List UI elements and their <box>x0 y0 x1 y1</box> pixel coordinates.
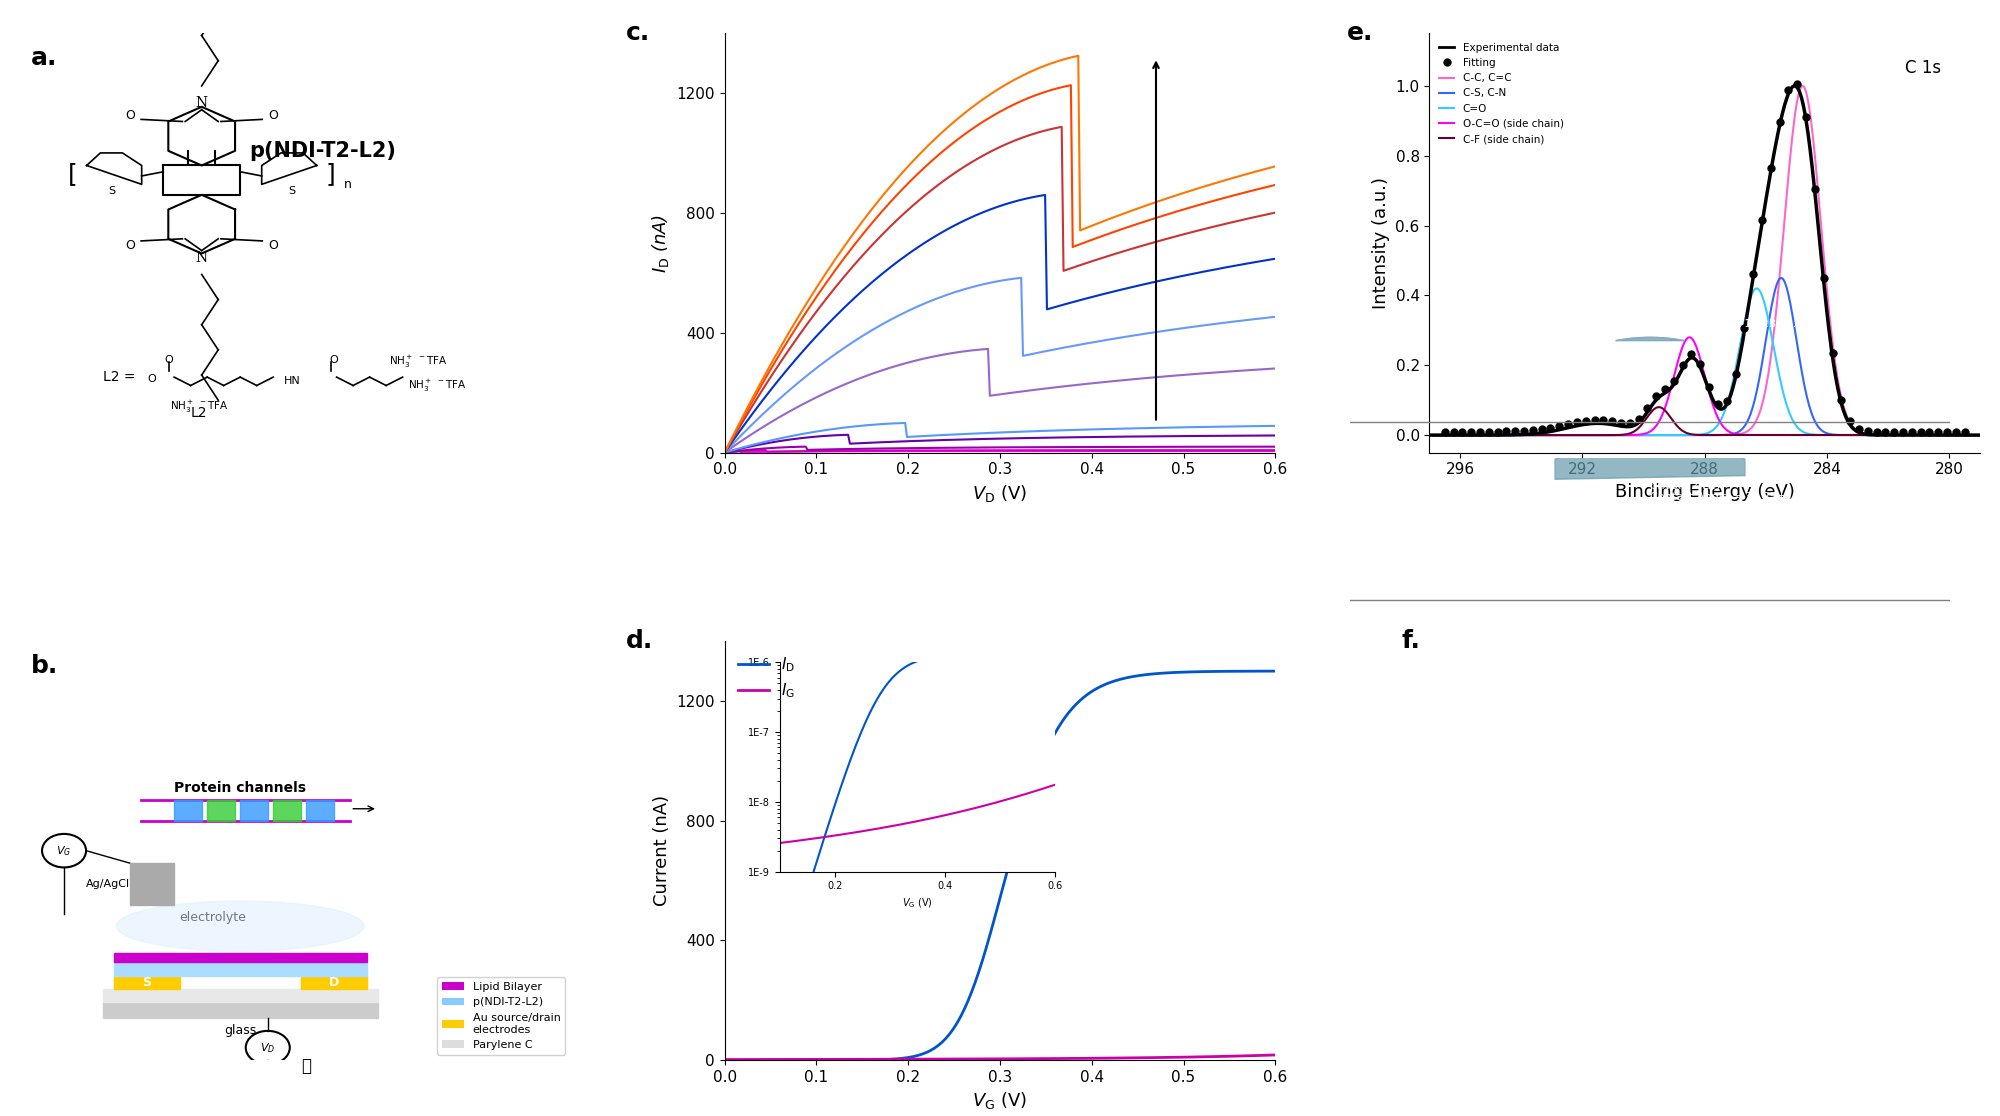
Point <box>1534 420 1566 437</box>
Point <box>1508 422 1540 440</box>
$I_\mathrm{G}$ <box>1176 1050 1200 1064</box>
Point <box>1798 180 1830 198</box>
$I_\mathrm{D}$ <box>712 1054 736 1067</box>
Bar <box>102 989 378 1001</box>
Text: N: N <box>196 251 208 264</box>
Text: e.: e. <box>1346 21 1374 45</box>
Text: C 1s: C 1s <box>1906 59 1942 77</box>
$I_\mathrm{G}$ <box>1264 1048 1288 1061</box>
Point <box>1428 423 1460 441</box>
Y-axis label: Intensity (a.u.): Intensity (a.u.) <box>1372 177 1390 309</box>
Polygon shape <box>1616 337 1684 340</box>
$I_\mathrm{D}$ <box>1176 665 1200 679</box>
Point <box>1490 423 1522 441</box>
Text: p(NDI-T2-C$_{8,12}$)
Contact angle = 108.3±2.1°: p(NDI-T2-C$_{8,12}$) Contact angle = 108… <box>1650 302 1808 329</box>
Point <box>1658 372 1690 389</box>
Text: ]: ] <box>326 162 336 186</box>
Text: c.: c. <box>626 21 650 45</box>
Text: b.: b. <box>32 654 58 677</box>
Bar <box>306 800 334 821</box>
$I_\mathrm{G}$ <box>1038 1052 1062 1066</box>
Text: d.: d. <box>626 628 652 653</box>
Point <box>1578 411 1610 429</box>
Text: [: [ <box>68 162 78 186</box>
Point <box>1684 355 1716 373</box>
Point <box>1516 422 1548 440</box>
Text: S: S <box>142 976 152 989</box>
X-axis label: Binding Energy (eV): Binding Energy (eV) <box>1614 483 1794 501</box>
Point <box>1842 420 1874 437</box>
Point <box>1614 414 1646 432</box>
Text: NH$_3^+$ $^-$TFA: NH$_3^+$ $^-$TFA <box>388 355 448 371</box>
X-axis label: $V_\mathrm{G}$ (V): $V_\mathrm{G}$ (V) <box>972 1090 1028 1112</box>
Text: O: O <box>330 355 338 365</box>
Point <box>1544 417 1576 435</box>
Text: O: O <box>126 239 136 251</box>
$I_\mathrm{D}$ <box>1050 715 1074 729</box>
Point <box>1650 381 1682 398</box>
Text: glass: glass <box>224 1024 256 1038</box>
Point <box>1878 423 1910 441</box>
Point <box>1860 423 1892 441</box>
Text: O: O <box>126 108 136 122</box>
Point <box>1446 423 1478 441</box>
Legend: Lipid Bilayer, p(NDI-T2-L2), Au source/drain
electrodes, Parylene C: Lipid Bilayer, p(NDI-T2-L2), Au source/d… <box>438 978 566 1055</box>
Text: n: n <box>344 177 352 191</box>
Legend: $I_\mathrm{D}$, $I_\mathrm{G}$: $I_\mathrm{D}$, $I_\mathrm{G}$ <box>732 648 802 706</box>
Point <box>1914 423 1946 441</box>
Text: O: O <box>268 239 278 251</box>
X-axis label: $V_\mathrm{D}$ (V): $V_\mathrm{D}$ (V) <box>972 483 1028 503</box>
Point <box>1456 423 1488 441</box>
Point <box>1482 423 1514 441</box>
Point <box>1754 158 1786 176</box>
Text: f.: f. <box>1402 628 1420 653</box>
Point <box>1870 423 1902 441</box>
Bar <box>114 953 366 962</box>
Bar <box>102 1001 378 1018</box>
Point <box>1570 412 1602 430</box>
Text: G: G <box>158 865 168 878</box>
Point <box>1922 423 1954 441</box>
Y-axis label: $I_\mathrm{D}$ (nA): $I_\mathrm{D}$ (nA) <box>650 213 670 272</box>
Point <box>1904 423 1936 441</box>
Point <box>1746 211 1778 229</box>
Polygon shape <box>1556 439 1744 479</box>
Text: O: O <box>148 374 156 384</box>
$I_\mathrm{G}$ <box>1050 1051 1074 1065</box>
Point <box>1552 415 1584 433</box>
Bar <box>274 800 300 821</box>
Bar <box>208 800 234 821</box>
Point <box>1632 400 1664 417</box>
Point <box>1702 395 1734 413</box>
Text: $V_D$: $V_D$ <box>260 1041 276 1055</box>
Point <box>1782 75 1814 93</box>
Point <box>1834 413 1866 431</box>
$I_\mathrm{G}$ <box>1040 1052 1064 1066</box>
Ellipse shape <box>116 901 364 951</box>
Point <box>1888 423 1920 441</box>
Text: L2 =: L2 = <box>102 371 140 384</box>
$I_\mathrm{D}$ <box>1038 734 1062 748</box>
Line: $I_\mathrm{G}$: $I_\mathrm{G}$ <box>724 1055 1276 1059</box>
Point <box>1896 423 1928 441</box>
$I_\mathrm{D}$ <box>1212 665 1236 679</box>
Text: O: O <box>164 355 174 365</box>
Bar <box>812 391 908 435</box>
Point <box>1948 423 1980 441</box>
Point <box>1438 423 1470 441</box>
Text: $V_G$: $V_G$ <box>56 844 72 857</box>
Point <box>1666 356 1698 374</box>
Bar <box>114 962 366 976</box>
Point <box>1764 113 1796 131</box>
Text: Ag/AgCl: Ag/AgCl <box>86 879 130 889</box>
Y-axis label: Current (nA): Current (nA) <box>652 795 670 906</box>
Point <box>1676 345 1708 363</box>
Text: electrolyte: electrolyte <box>180 912 246 924</box>
Point <box>1932 423 1964 441</box>
Text: p(NDI-T2-L2): p(NDI-T2-L2) <box>250 141 396 161</box>
$I_\mathrm{D}$ <box>1040 731 1064 744</box>
$I_\mathrm{G}$ <box>1212 1050 1236 1064</box>
Text: D: D <box>328 976 338 989</box>
Text: p(NDI-T2-L2)
Contact Angle = 36.25±1.6°: p(NDI-T2-L2) Contact Angle = 36.25±1.6° <box>1650 481 1810 502</box>
Text: NH$_3^+$ $^-$TFA: NH$_3^+$ $^-$TFA <box>408 377 466 394</box>
